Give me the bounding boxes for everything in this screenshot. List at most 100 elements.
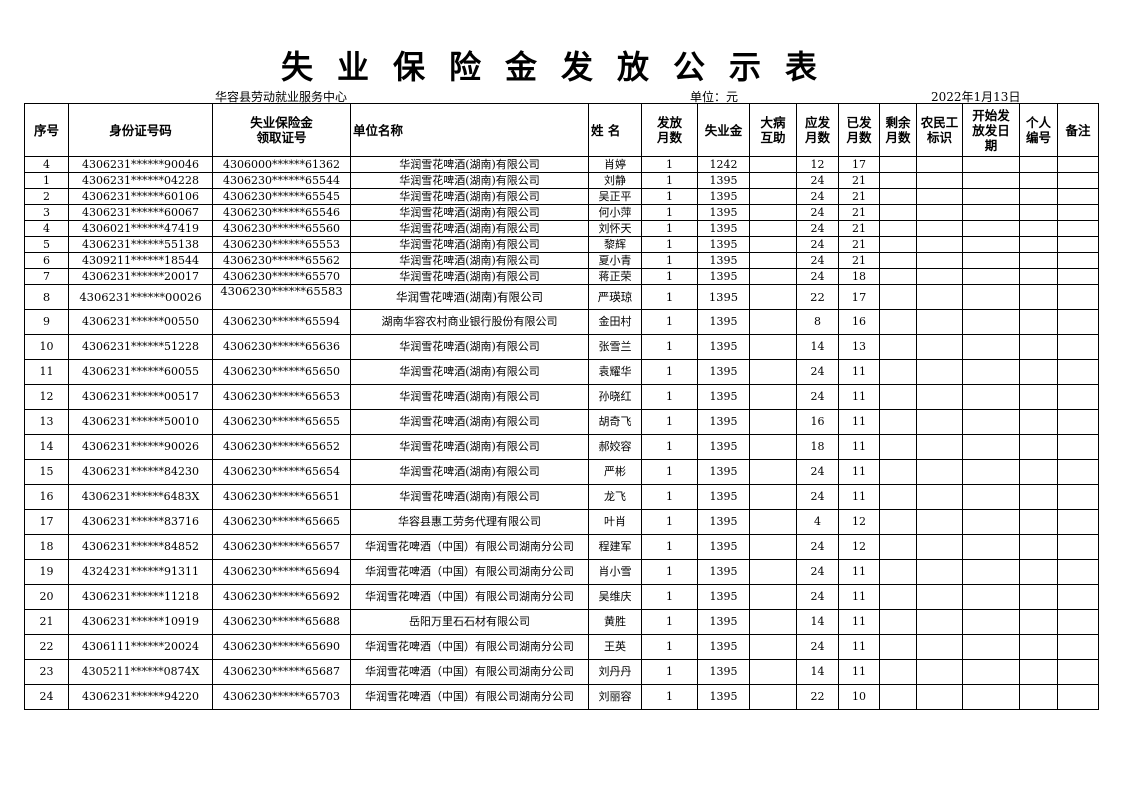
- start-date: [962, 659, 1020, 685]
- remarks: [1057, 334, 1099, 360]
- due-months: 24: [796, 220, 839, 237]
- cert-number: 4306230******65690: [212, 634, 351, 660]
- person-name: 王英: [588, 634, 642, 660]
- amount: 1395: [697, 459, 750, 485]
- paid-months: 21: [838, 188, 880, 205]
- person-name: 夏小青: [588, 252, 642, 269]
- payment-table: 序号 身份证号码 失业保险金 领取证号 单位名称姓 名发放 月数 失业金 大病 互助 应发 月数 已发…: [24, 103, 1099, 710]
- header-personal-id: 个人 编号: [1019, 103, 1058, 157]
- pay-months: 1: [641, 204, 698, 221]
- due-months: 24: [796, 634, 839, 660]
- header-amount: 失业金: [697, 103, 750, 157]
- remaining-months: [879, 409, 917, 435]
- id-number: 4306231******10919: [68, 609, 213, 635]
- id-number: 4306231******55138: [68, 236, 213, 253]
- table-row: 8 4306231******00026 4306230******65583 华润雪…: [24, 284, 1099, 310]
- remarks: [1057, 584, 1099, 610]
- company-name: 华润雪花啤酒（中国）有限公司湖南分公司: [350, 584, 589, 610]
- personal-id: [1019, 659, 1058, 685]
- amount: 1395: [697, 359, 750, 385]
- cert-number: 4306230******65692: [212, 584, 351, 610]
- row-number: 22: [24, 634, 69, 660]
- company-name: 华润雪花啤酒（中国）有限公司湖南分公司: [350, 684, 589, 710]
- personal-id: [1019, 284, 1058, 310]
- remaining-months: [879, 384, 917, 410]
- pay-months: 1: [641, 584, 698, 610]
- header-cert-number: 失业保险金 领取证号: [212, 103, 351, 157]
- person-name: 胡奇飞: [588, 409, 642, 435]
- due-months: 14: [796, 659, 839, 685]
- header-due-months: 应发 月数: [796, 103, 839, 157]
- pay-months: 1: [641, 359, 698, 385]
- company-name: 华润雪花啤酒(湖南)有限公司: [350, 268, 589, 285]
- header-company: 单位名称: [350, 103, 589, 157]
- amount: 1395: [697, 172, 750, 189]
- person-name: 肖小雪: [588, 559, 642, 585]
- cert-number: 4306230******65665: [212, 509, 351, 535]
- remaining-months: [879, 172, 917, 189]
- id-number: 4306231******00550: [68, 309, 213, 335]
- due-months: 22: [796, 684, 839, 710]
- id-number: 4309211******18544: [68, 252, 213, 269]
- person-name: 何小萍: [588, 204, 642, 221]
- personal-id: [1019, 188, 1058, 205]
- id-number: 4306231******84230: [68, 459, 213, 485]
- migrant-flag: [916, 359, 963, 385]
- date-label: 2022年1月13日: [931, 90, 1021, 104]
- table-row: 4 4306231******90046 4306000******61362 华润雪…: [24, 156, 1099, 173]
- paid-months: 11: [838, 609, 880, 635]
- row-number: 4: [24, 156, 69, 173]
- remarks: [1057, 659, 1099, 685]
- remaining-months: [879, 659, 917, 685]
- person-name: 黄胜: [588, 609, 642, 635]
- remaining-months: [879, 220, 917, 237]
- row-number: 9: [24, 309, 69, 335]
- cert-number: 4306230******65654: [212, 459, 351, 485]
- table-row: 6 4309211******18544 4306230******65562 华润雪…: [24, 252, 1099, 269]
- remaining-months: [879, 156, 917, 173]
- start-date: [962, 220, 1020, 237]
- remarks: [1057, 634, 1099, 660]
- start-date: [962, 384, 1020, 410]
- start-date: [962, 584, 1020, 610]
- row-number: 2: [24, 188, 69, 205]
- paid-months: 17: [838, 284, 880, 310]
- start-date: [962, 172, 1020, 189]
- migrant-flag: [916, 268, 963, 285]
- due-months: 24: [796, 459, 839, 485]
- pay-months: 1: [641, 484, 698, 510]
- start-date: [962, 609, 1020, 635]
- id-number: 4306231******90026: [68, 434, 213, 460]
- paid-months: 11: [838, 659, 880, 685]
- start-date: [962, 268, 1020, 285]
- person-name: 郝姣容: [588, 434, 642, 460]
- id-number: 4306231******60055: [68, 359, 213, 385]
- illness-aid: [749, 684, 797, 710]
- company-name: 华润雪花啤酒(湖南)有限公司: [350, 252, 589, 269]
- illness-aid: [749, 188, 797, 205]
- amount: 1395: [697, 220, 750, 237]
- header-illness-aid: 大病 互助: [749, 103, 797, 157]
- table-row: 3 4306231******60067 4306230******65546 华润雪…: [24, 204, 1099, 221]
- migrant-flag: [916, 384, 963, 410]
- person-name: 吴维庆: [588, 584, 642, 610]
- person-name: 蒋正荣: [588, 268, 642, 285]
- amount: 1395: [697, 384, 750, 410]
- table-row: 12 4306231******00517 4306230******65653 华润…: [24, 384, 1099, 410]
- amount: 1395: [697, 484, 750, 510]
- remarks: [1057, 172, 1099, 189]
- personal-id: [1019, 509, 1058, 535]
- amount: 1395: [697, 659, 750, 685]
- migrant-flag: [916, 252, 963, 269]
- cert-number: 4306230******65650: [212, 359, 351, 385]
- remaining-months: [879, 534, 917, 560]
- illness-aid: [749, 156, 797, 173]
- table-row: 19 4324231******91311 4306230******65694 华润…: [24, 559, 1099, 585]
- company-name: 华润雪花啤酒(湖南)有限公司: [350, 236, 589, 253]
- illness-aid: [749, 434, 797, 460]
- paid-months: 12: [838, 509, 880, 535]
- id-number: 4306231******51228: [68, 334, 213, 360]
- personal-id: [1019, 534, 1058, 560]
- illness-aid: [749, 584, 797, 610]
- company-name: 岳阳万里石石材有限公司: [350, 609, 589, 635]
